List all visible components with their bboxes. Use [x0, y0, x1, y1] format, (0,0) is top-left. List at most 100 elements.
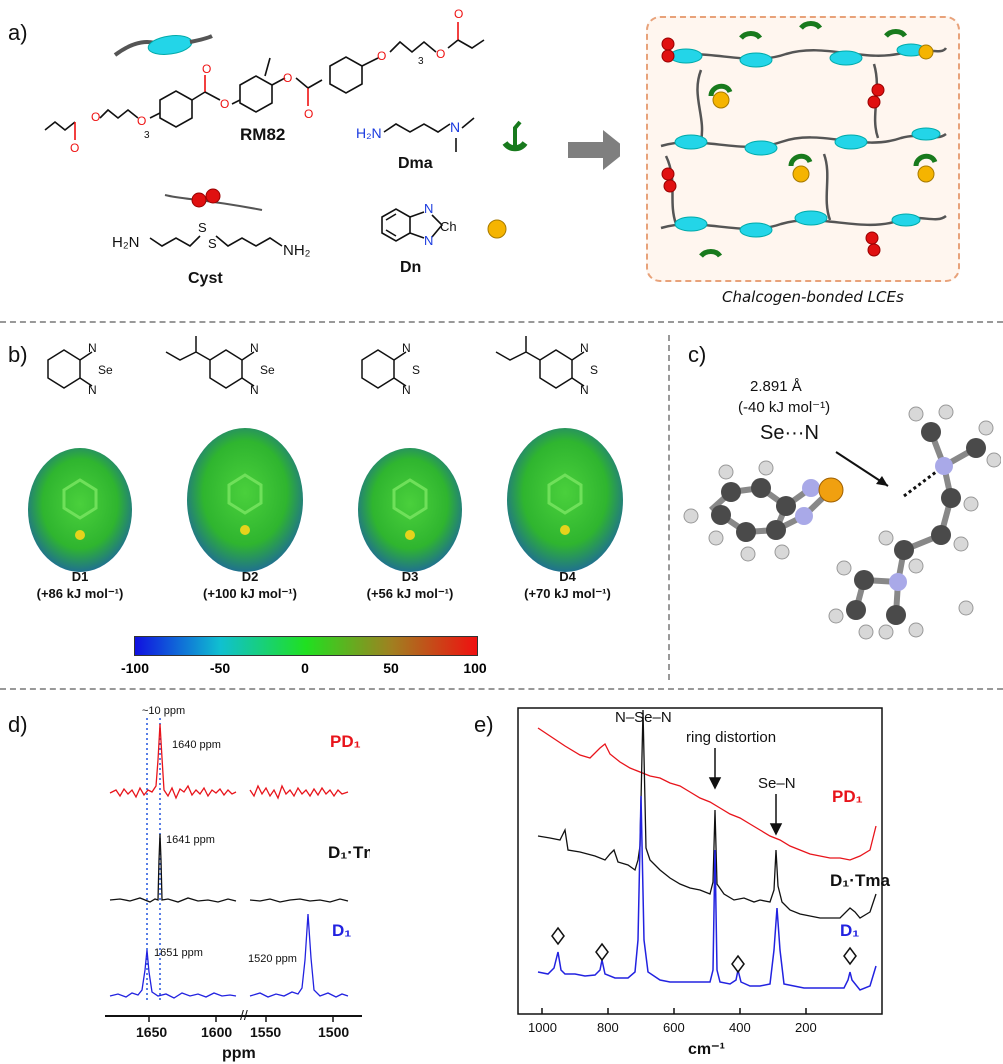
d-peak-label-d1-second: 1520 ppm	[248, 953, 297, 965]
panel-c-crystal-structure	[683, 404, 1001, 640]
trace-e-pd1	[537, 727, 877, 861]
panel-a-label: a)	[8, 20, 28, 45]
e-tick-200: 200	[795, 1020, 817, 1035]
rm82-subscript-left: 3	[144, 130, 150, 141]
panel-e-raman-chart: N–Se–N ring distortion Se–N PD₁ D₁·Tma D…	[517, 707, 890, 1058]
reaction-arrow-icon	[568, 130, 620, 170]
colorbar-tick-4: 100	[463, 660, 487, 676]
svg-text:O: O	[137, 114, 146, 128]
rm82-subscript-right: 3	[418, 56, 424, 67]
d-trace-name-d1tma: D₁·Tma	[328, 843, 370, 862]
d4-structure	[495, 336, 585, 389]
svg-text:O: O	[220, 97, 229, 111]
d-peak-label-d1: 1651 ppm	[154, 947, 203, 959]
d-axis-break-icon: //	[240, 1007, 248, 1023]
d-trace-name-d1: D₁	[332, 921, 351, 940]
svg-text:O: O	[202, 62, 211, 76]
trace-e-d1tma	[537, 709, 877, 919]
svg-text:O: O	[436, 47, 445, 61]
d2-structure	[165, 336, 255, 389]
e-annotation-sen: Se–N	[758, 775, 796, 792]
d-trace-name-pd1: PD₁	[330, 732, 361, 751]
d2-n2: N	[250, 383, 259, 397]
e-tick-400: 400	[729, 1020, 751, 1035]
cyst-nh2: NH₂	[283, 242, 311, 259]
d3-hetero: S	[412, 363, 420, 377]
svg-text:O: O	[91, 110, 100, 124]
rm82-structure: O O O O O O O O O O	[44, 7, 485, 155]
trace-pd1	[109, 723, 237, 800]
d2-label: D2 (+100 kJ mol⁻¹)	[185, 568, 315, 602]
mesogen-cartoon-icon	[113, 34, 213, 57]
d3-n1: N	[402, 341, 411, 355]
d1-energy: (+86 kJ mol⁻¹)	[36, 586, 124, 601]
d4-n1: N	[580, 341, 589, 355]
d-spacing-label: ~10 ppm	[142, 705, 185, 717]
d-tick-1500: 1500	[318, 1024, 349, 1040]
svg-text:O: O	[70, 141, 79, 155]
panel-b-molecules: N N Se N N Se N N S N N S	[28, 336, 623, 572]
cyst-structure	[149, 235, 283, 247]
panel-c-distance: 2.891 Å	[750, 378, 802, 395]
panel-c-energy: (-40 kJ mol⁻¹)	[738, 399, 831, 416]
e-trace-name-d1tma: D₁·Tma	[830, 871, 890, 890]
d4-name: D4	[559, 569, 576, 584]
lce-caption: Chalcogen-bonded LCEs	[722, 288, 904, 306]
d-tick-1600: 1600	[201, 1024, 232, 1040]
dma-h2n: H₂N	[356, 125, 382, 141]
rm82-label: RM82	[240, 125, 285, 144]
trace-e-d1	[537, 795, 877, 991]
panel-c-label: c)	[688, 342, 707, 367]
dn-structure	[381, 208, 444, 242]
d1-structure	[47, 349, 93, 389]
d1-hetero: Se	[98, 363, 113, 377]
panel-a-structures: O O O O O O O O O O 3 3 RM82	[44, 7, 620, 287]
e-tick-800: 800	[597, 1020, 619, 1035]
d1-name: D1	[71, 569, 89, 584]
dn-ch: Ch	[440, 219, 457, 234]
trace-d1-right	[249, 913, 349, 998]
dma-structure	[383, 117, 475, 152]
e-xlabel: cm⁻¹	[688, 1041, 725, 1058]
trace-d1-tma	[109, 833, 237, 903]
d2-n1: N	[250, 341, 259, 355]
d1-n1: N	[88, 341, 97, 355]
d-tick-1650: 1650	[136, 1024, 167, 1040]
panel-c-interaction: Se···N	[760, 422, 819, 444]
e-plot-frame	[517, 707, 883, 1015]
lce-network-box	[646, 16, 960, 282]
esp-colorbar	[134, 636, 478, 656]
dn-cartoon-icon	[487, 219, 507, 239]
cyst-s1: S	[198, 220, 207, 235]
panel-d-label: d)	[8, 712, 28, 737]
svg-text:O: O	[283, 71, 292, 85]
d3-label: D3 (+56 kJ mol⁻¹)	[350, 568, 470, 602]
dn-n2: N	[424, 233, 433, 248]
dma-label: Dma	[398, 155, 433, 172]
d4-hetero: S	[590, 363, 598, 377]
colorbar-tick-1: -50	[209, 660, 231, 676]
e-tick-1000: 1000	[528, 1020, 557, 1035]
colorbar-tick-2: 0	[301, 660, 309, 676]
d2-hetero: Se	[260, 363, 275, 377]
d2-name: D2	[241, 569, 259, 584]
d2-energy: (+100 kJ mol⁻¹)	[203, 586, 297, 601]
separator-top	[0, 321, 1003, 323]
cyst-h2n: H₂N	[112, 234, 140, 251]
trace-d1-tma-right	[249, 898, 349, 903]
d1-n2: N	[88, 383, 97, 397]
esp-surfaces	[28, 428, 623, 572]
svg-text:O: O	[304, 107, 313, 121]
svg-text:O: O	[377, 49, 386, 63]
separator-middle	[0, 688, 1003, 690]
dn-label: Dn	[400, 259, 421, 276]
dma-cartoon-icon	[502, 120, 528, 152]
d3-energy: (+56 kJ mol⁻¹)	[366, 586, 454, 601]
e-tick-600: 600	[663, 1020, 685, 1035]
e-diamond-markers	[551, 926, 857, 974]
trace-pd1-right	[249, 784, 349, 800]
e-trace-name-pd1: PD₁	[832, 787, 863, 806]
colorbar-tick-3: 50	[383, 660, 399, 676]
e-annotation-ring: ring distortion	[686, 729, 776, 746]
panel-e-label: e)	[474, 712, 494, 737]
